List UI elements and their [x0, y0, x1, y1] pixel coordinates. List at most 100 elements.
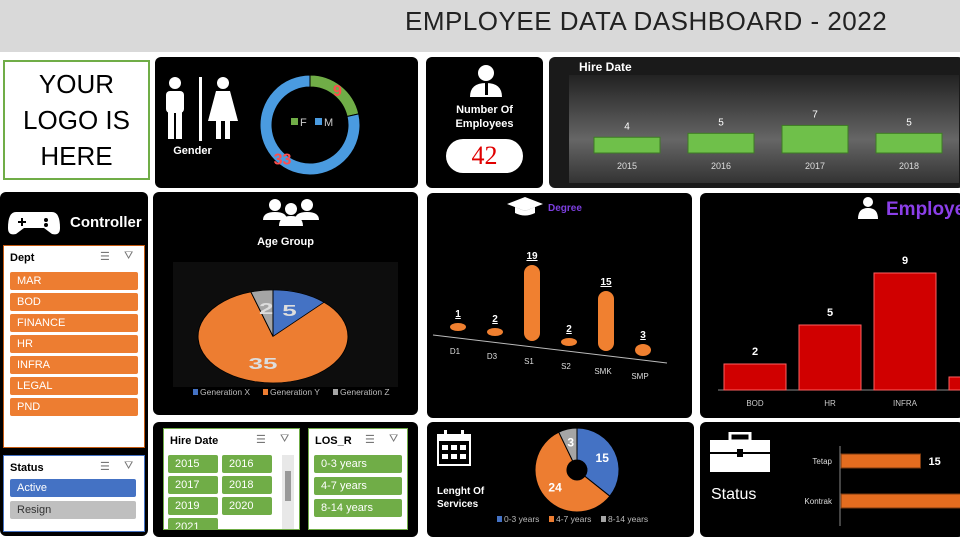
los-panel: Lenght Of Services 15 24 3 0-3 years 4-7 yea… — [427, 422, 694, 537]
dept-slicer-title: Dept — [10, 252, 35, 264]
data-label: 33 — [274, 152, 292, 169]
tick-label: Kontrak — [804, 497, 833, 506]
controller-label: Controller — [70, 214, 142, 231]
gender-label: Gender — [173, 145, 212, 157]
legend-swatch — [315, 118, 322, 125]
los-donut-chart: 15 24 3 0-3 years 4-7 years 8-14 years — [497, 427, 648, 524]
los-slicer-item-0-3-years[interactable]: 0-3 years — [314, 455, 402, 473]
los-label: Lenght Of Services — [437, 486, 485, 510]
bar-hr — [798, 324, 862, 391]
employees-count: 42 — [446, 139, 523, 173]
dept-slicer-item-legal[interactable]: LEGAL — [10, 377, 138, 395]
los-slicer: LOS_R ☰ ⛛ 0-3 years 4-7 years 8-14 years — [308, 428, 408, 530]
multi-select-icon[interactable]: ☰ — [256, 434, 266, 446]
data-label: 2 — [566, 324, 572, 335]
pie-group: 5 35 2 — [197, 289, 349, 384]
data-label: 1 — [455, 309, 461, 320]
hire-date-slicer-title: Hire Date — [170, 435, 219, 447]
clear-filter-icon[interactable]: ⛛ — [124, 460, 134, 472]
data-label: 7 — [812, 109, 818, 120]
bar-s2 — [561, 338, 577, 346]
employees-label: Number Of Employees — [455, 104, 514, 130]
briefcase-icon — [710, 432, 770, 472]
hire-date-slicer: Hire Date ☰ ⛛ 2015 2016 2017 2018 2019 2020 202… — [163, 428, 300, 530]
data-label: 9 — [902, 255, 908, 267]
hire-slicer-item-2017[interactable]: 2017 — [168, 476, 218, 494]
los-slicer-item-8-14-years[interactable]: 8-14 years — [314, 499, 402, 517]
clear-filter-icon[interactable]: ⛛ — [280, 433, 290, 445]
slice-m — [259, 74, 361, 176]
data-label: 3 — [567, 436, 574, 450]
status-item-active[interactable]: Active — [10, 479, 136, 497]
data-label: 2 — [259, 299, 273, 318]
tick-label: SMP — [631, 372, 648, 381]
multi-select-icon[interactable]: ☰ — [100, 461, 110, 473]
graduation-cap-icon — [507, 197, 543, 216]
data-label: 24 — [548, 480, 562, 494]
data-label: 5 — [718, 117, 724, 128]
logo-placeholder: YOUR LOGO IS HERE — [3, 60, 150, 180]
tick-label: S1 — [524, 357, 534, 366]
data-label: 5 — [906, 117, 912, 128]
tick-label: Tetap — [812, 457, 832, 466]
dept-slicer-item-bod[interactable]: BOD — [10, 293, 138, 311]
bar-2016 — [687, 132, 755, 154]
page-title: EMPLOYEE DATA DASHBOARD - 2022 — [405, 6, 888, 36]
employees-panel: Number Of Employees 42 — [426, 57, 543, 188]
employee-dept-chart-title: Employee — [886, 199, 960, 220]
status-item-resign[interactable]: Resign — [10, 501, 136, 519]
multi-select-icon[interactable]: ☰ — [100, 251, 110, 263]
employee-dept-panel: Employee 2 BOD 5 HR 9 INFRA — [700, 193, 960, 418]
legend-label: Generation Y — [270, 387, 320, 397]
age-group-pie-chart: 5 35 2 Generation X Generation Y Generation Z — [173, 262, 398, 402]
legend-label: 4-7 years — [556, 514, 591, 524]
tick-label: 2017 — [805, 161, 825, 171]
data-label: 4 — [624, 121, 630, 132]
dept-slicer-item-mar[interactable]: MAR — [10, 272, 138, 290]
tick-label: 2016 — [711, 161, 731, 171]
clear-filter-icon[interactable]: ⛛ — [389, 433, 399, 445]
legend-swatch — [333, 389, 338, 395]
employee-icon — [858, 197, 878, 219]
data-label: 35 — [249, 354, 278, 373]
legend-bg — [173, 387, 398, 402]
legend-swatch — [549, 516, 554, 522]
bar-2017 — [781, 124, 849, 154]
tick-label: SMK — [594, 367, 612, 376]
multi-select-icon[interactable]: ☰ — [365, 434, 375, 446]
legend-label: M — [324, 117, 333, 129]
controller-panel: Controller Dept ☰ ⛛ MAR BOD FINANCE HR INFRA L… — [0, 192, 148, 536]
degree-chart-title: Degree — [548, 203, 582, 214]
hire-slicer-item-2016[interactable]: 2016 — [222, 455, 272, 473]
legend-swatch — [291, 118, 298, 125]
hire-date-panel: Hire Date 4 2015 5 2016 7 2017 5 2018 — [549, 57, 960, 188]
dept-slicer-item-infra[interactable]: INFRA — [10, 356, 138, 374]
clear-filter-icon[interactable]: ⛛ — [124, 250, 134, 262]
hire-date-chart-title: Hire Date — [579, 60, 632, 74]
hire-slicer-item-2018[interactable]: 2018 — [222, 476, 272, 494]
dept-slicer-item-hr[interactable]: HR — [10, 335, 138, 353]
legend-swatch — [497, 516, 502, 522]
hire-slicer-item-2021[interactable]: 2021 — [168, 518, 218, 529]
header-bar: EMPLOYEE DATA DASHBOARD - 2022 — [0, 0, 960, 52]
dept-slicer-item-finance[interactable]: FINANCE — [10, 314, 138, 332]
bar-2018 — [875, 132, 943, 154]
age-group-panel: Age Group 5 35 2 Generation X Generation Y Ge… — [153, 192, 418, 415]
bar-s1 — [524, 265, 540, 341]
slicer-scrollbar[interactable] — [282, 455, 294, 529]
hire-slicer-item-2019[interactable]: 2019 — [168, 497, 218, 515]
gender-icon — [166, 77, 238, 141]
employee-icon — [470, 65, 502, 97]
degree-panel: Degree 1 D1 2 D3 19 S1 2 S2 15 SMK 3 SMP — [427, 193, 692, 418]
slice-8-14-years — [558, 427, 578, 462]
x-axis — [432, 334, 668, 364]
hire-slicer-item-2020[interactable]: 2020 — [222, 497, 272, 515]
data-label: 5 — [827, 307, 833, 319]
los-slicer-item-4-7-years[interactable]: 4-7 years — [314, 477, 402, 495]
hire-slicer-item-2015[interactable]: 2015 — [168, 455, 218, 473]
tick-label: 2015 — [617, 161, 637, 171]
tick-label: BOD — [746, 399, 764, 408]
status-bar-chart: Tetap 15 Kontrak — [804, 446, 960, 526]
legend-label: Generation Z — [340, 387, 390, 397]
dept-slicer-item-pnd[interactable]: PND — [10, 398, 138, 416]
